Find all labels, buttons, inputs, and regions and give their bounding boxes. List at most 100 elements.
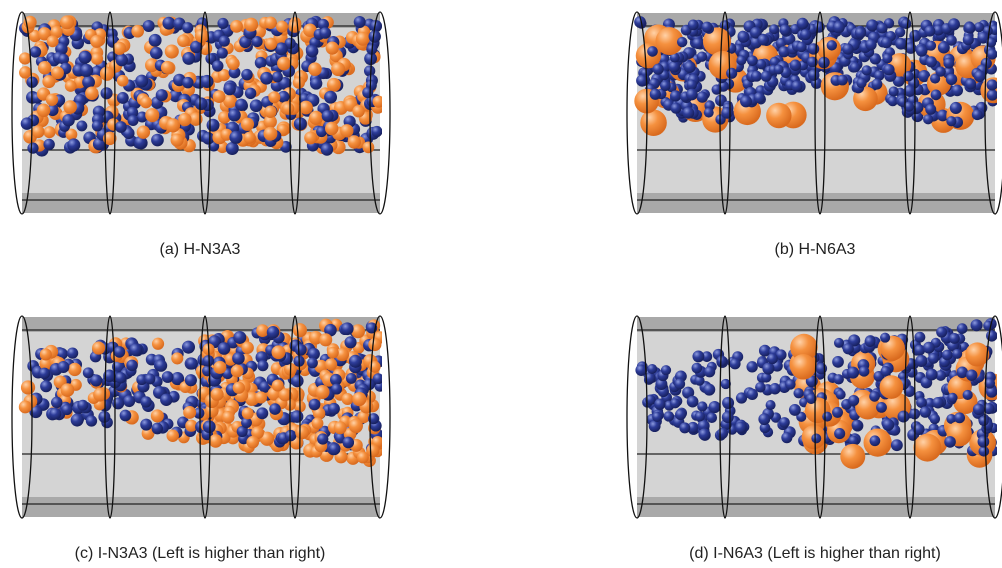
particle [319,333,332,346]
particle [135,75,148,88]
particle [926,369,938,381]
particle [833,21,845,33]
particle [859,366,870,377]
particle [195,97,208,110]
particle [796,42,807,53]
particle [670,398,680,408]
particle [319,27,331,39]
particle [687,396,699,408]
particle [926,56,937,67]
particle [67,347,78,358]
particle [943,58,954,69]
particle [40,380,52,392]
particle [986,330,997,341]
particle [704,108,714,118]
particle [348,135,361,148]
particle [326,42,339,55]
particle [356,32,370,46]
particle [322,110,334,122]
particle [920,406,931,417]
particle [954,412,965,423]
particle [688,19,699,30]
particle [342,437,354,449]
particle [38,61,52,75]
particle [876,402,887,413]
particle [354,16,366,28]
particle [264,105,277,118]
particle [692,350,704,362]
particle [674,378,685,389]
particle [898,411,910,423]
particle [47,35,59,47]
particle [183,406,196,419]
particle [156,89,168,101]
particle [797,18,809,30]
particle [362,141,374,153]
particle [647,364,657,374]
particle [40,348,52,360]
particle [948,18,960,30]
particle [228,109,241,122]
particle [865,39,876,50]
particle [140,396,151,407]
particle [925,104,936,115]
particle [232,352,245,365]
particle [865,336,876,347]
cylinder [12,316,390,518]
particle [182,77,194,89]
particle [155,359,167,371]
particle [229,131,242,144]
particle [692,363,703,374]
particle [257,360,268,371]
particle [67,138,80,151]
particle [152,338,164,350]
particle [881,37,892,48]
particle [847,367,859,379]
particle [855,27,866,38]
particle [233,382,245,394]
particle [114,346,126,358]
particle [327,347,339,359]
particle [670,90,681,101]
particle [882,53,892,63]
particle [653,64,664,75]
particle [882,419,894,431]
particle [329,443,341,455]
particle [816,363,828,375]
particle [774,65,784,75]
particle [686,89,698,101]
particle [116,54,128,66]
particle [834,338,844,348]
particle [115,121,127,133]
particle [129,343,142,356]
particle [880,375,904,399]
particle [145,108,159,122]
particle [762,363,774,375]
particle [241,118,254,131]
particle [664,411,675,422]
particle [315,385,329,399]
particle [185,374,197,386]
particle [677,37,687,47]
particle [61,383,75,397]
particle [779,24,790,35]
particle [231,365,244,378]
particle [793,388,803,398]
particle [761,71,772,82]
particle [309,399,321,411]
particle [92,342,105,355]
particle [684,61,696,73]
particle [299,101,313,115]
particle [61,404,72,415]
particle [165,44,179,58]
particle [219,36,230,47]
caption: (d) I-N6A3 (Left is higher than right) [689,545,941,562]
particle [267,326,280,339]
particle [702,22,713,33]
particle [325,358,337,370]
particle [123,395,135,407]
particle [352,392,366,406]
particle [654,399,665,410]
particle [675,409,686,420]
particle [182,22,193,33]
